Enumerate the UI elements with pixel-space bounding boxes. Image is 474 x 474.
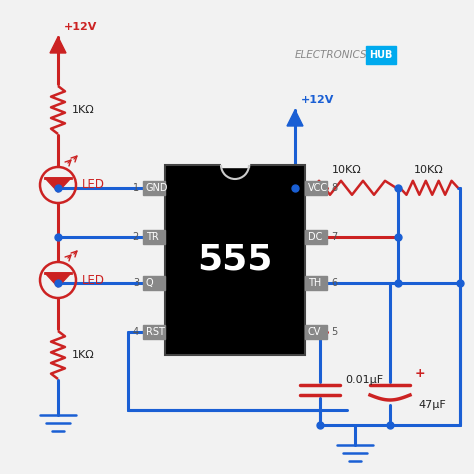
- Text: 2: 2: [133, 232, 139, 242]
- Text: DC: DC: [308, 232, 322, 242]
- FancyBboxPatch shape: [366, 46, 396, 64]
- Text: +12V: +12V: [301, 95, 334, 105]
- Text: 47μF: 47μF: [418, 400, 446, 410]
- Text: TR: TR: [146, 232, 159, 242]
- FancyBboxPatch shape: [143, 181, 165, 195]
- FancyBboxPatch shape: [143, 276, 165, 290]
- Text: +12V: +12V: [64, 22, 97, 32]
- Text: CV: CV: [308, 327, 321, 337]
- Text: 1KΩ: 1KΩ: [72, 105, 95, 115]
- Text: ELECTRONICS: ELECTRONICS: [295, 50, 368, 60]
- Text: 4: 4: [133, 327, 139, 337]
- Text: LED: LED: [82, 179, 105, 191]
- FancyBboxPatch shape: [305, 181, 327, 195]
- Text: 7: 7: [331, 232, 337, 242]
- FancyBboxPatch shape: [143, 325, 165, 339]
- Text: 10KΩ: 10KΩ: [332, 165, 361, 175]
- Polygon shape: [287, 110, 303, 126]
- Text: HUB: HUB: [369, 50, 392, 60]
- Text: Q: Q: [146, 278, 154, 288]
- Text: +: +: [415, 367, 426, 380]
- Text: 10KΩ: 10KΩ: [414, 165, 444, 175]
- Text: 0.01μF: 0.01μF: [345, 375, 383, 385]
- FancyBboxPatch shape: [165, 165, 305, 355]
- Text: 6: 6: [331, 278, 337, 288]
- Polygon shape: [45, 178, 71, 192]
- FancyBboxPatch shape: [305, 276, 327, 290]
- FancyBboxPatch shape: [143, 230, 165, 244]
- Text: 8: 8: [331, 183, 337, 193]
- FancyBboxPatch shape: [305, 325, 327, 339]
- Text: 1: 1: [133, 183, 139, 193]
- Text: 1KΩ: 1KΩ: [72, 350, 95, 360]
- FancyBboxPatch shape: [305, 230, 327, 244]
- Text: 5: 5: [331, 327, 337, 337]
- Text: RST: RST: [146, 327, 165, 337]
- FancyBboxPatch shape: [221, 151, 249, 167]
- Polygon shape: [50, 37, 66, 53]
- Text: TH: TH: [308, 278, 321, 288]
- Text: 555: 555: [197, 243, 273, 277]
- Text: GND: GND: [146, 183, 168, 193]
- Text: LED: LED: [82, 273, 105, 286]
- Text: VCC: VCC: [308, 183, 328, 193]
- Text: 3: 3: [133, 278, 139, 288]
- Polygon shape: [45, 273, 71, 287]
